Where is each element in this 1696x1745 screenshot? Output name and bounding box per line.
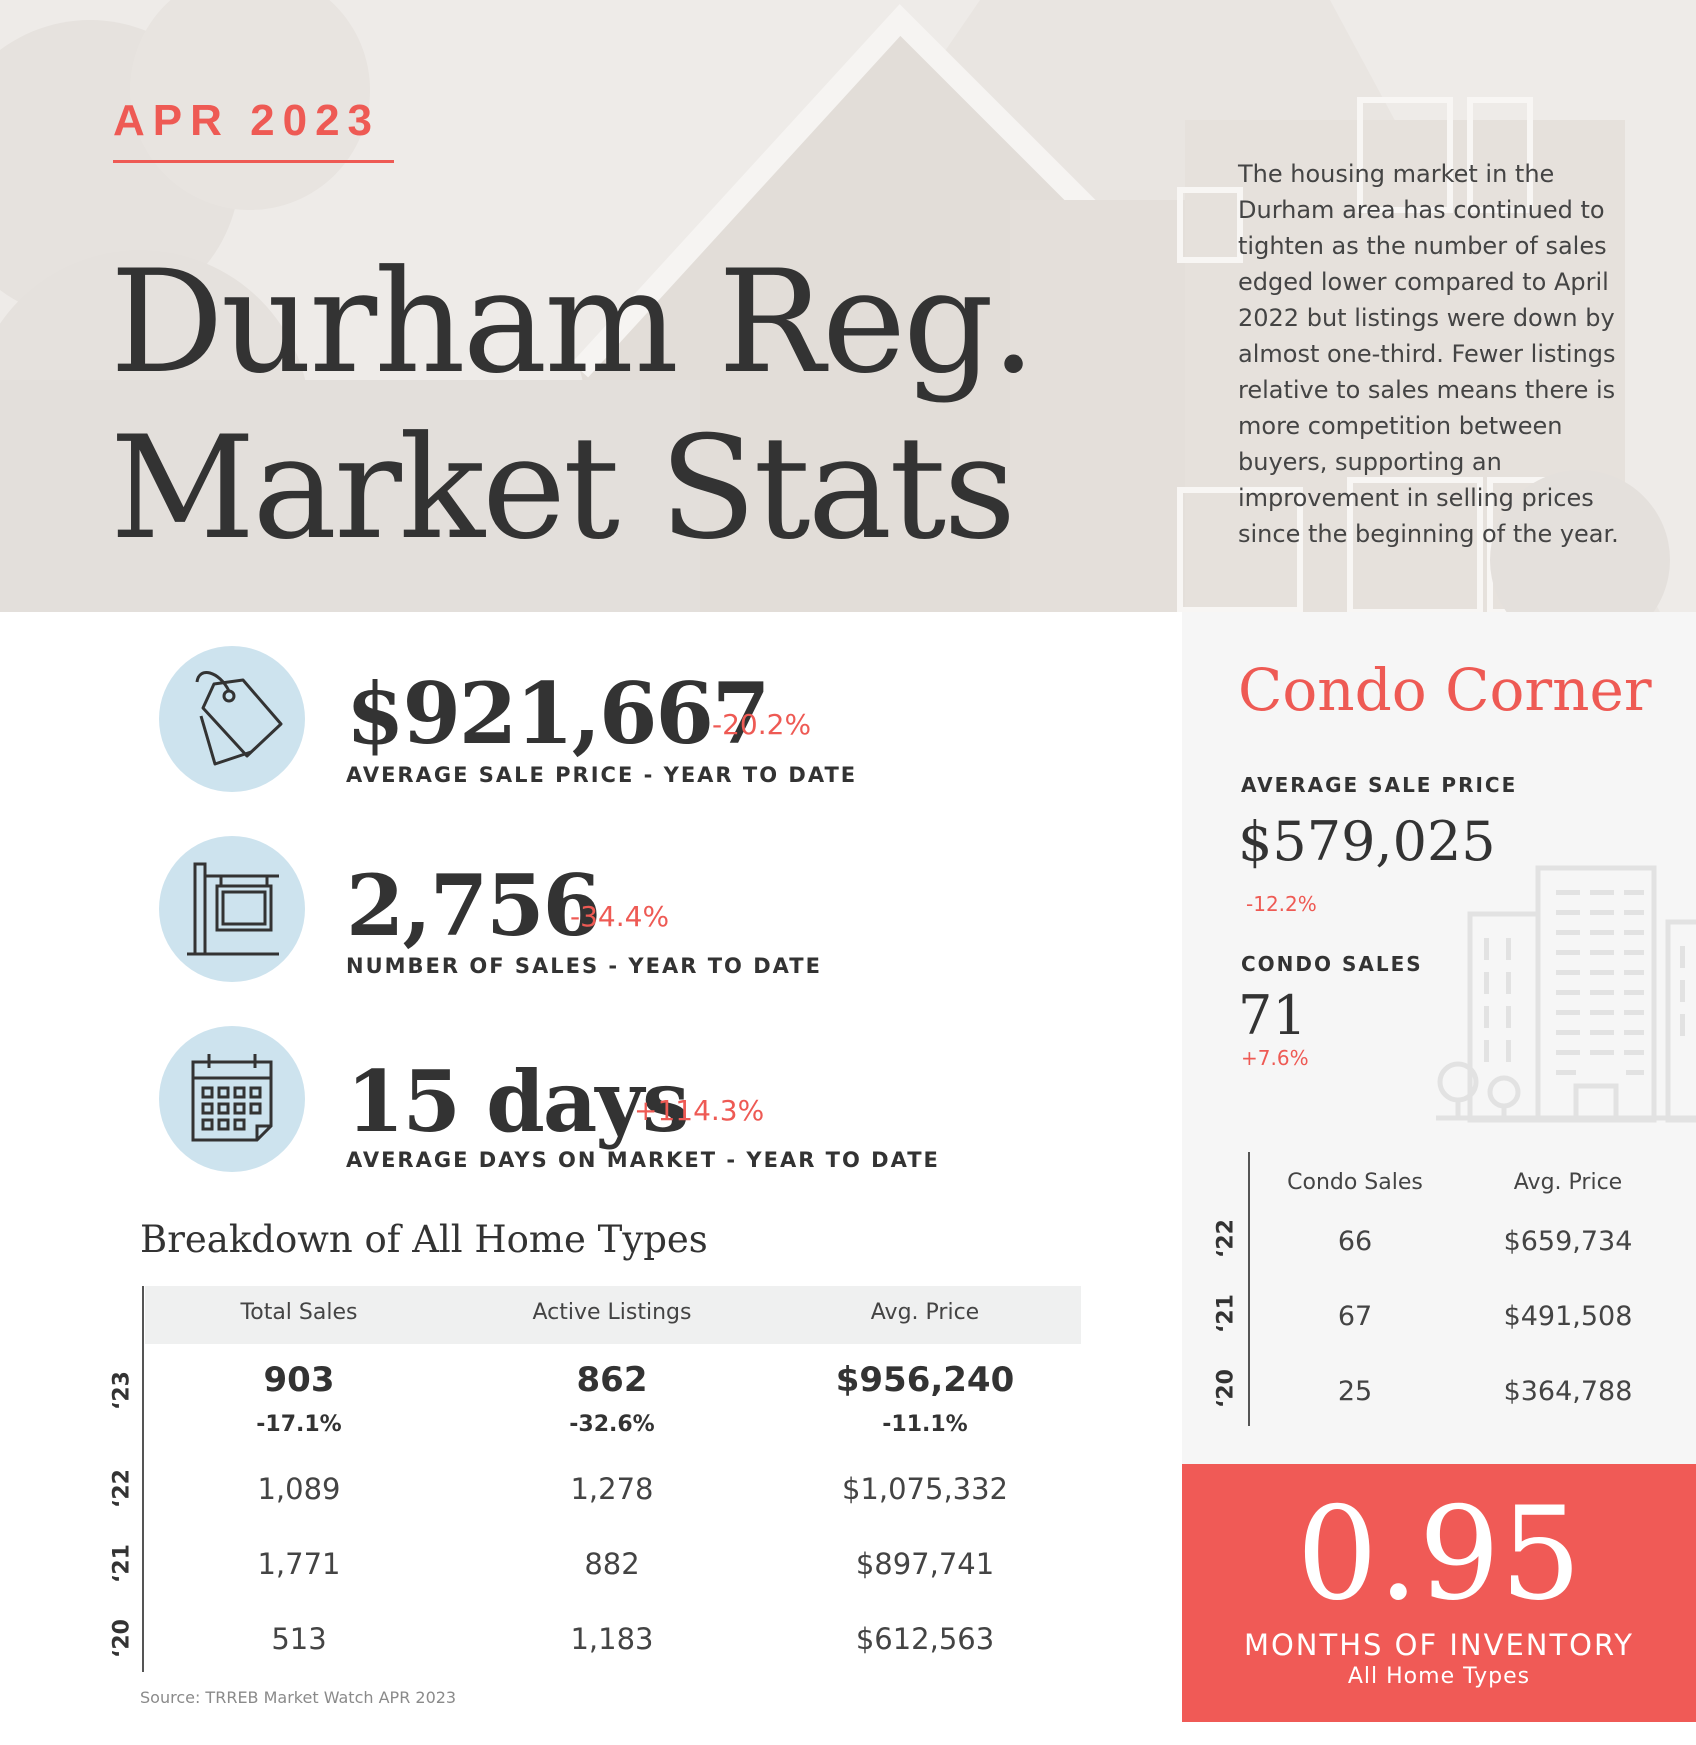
source-note: Source: TRREB Market Watch APR 2023 (140, 1688, 457, 1707)
table-header-row (145, 1286, 1081, 1344)
cell-2023-total-sales: 903 (263, 1360, 335, 1400)
calendar-icon (159, 1026, 305, 1172)
column-header-avg-price: Avg. Price (870, 1300, 980, 1325)
condo-building-icon (1436, 865, 1696, 1123)
condo-sales-value: 71 (1238, 984, 1307, 1047)
stat-change-days-on-market: +114.3% (634, 1094, 765, 1127)
cell-2023-active-listings-change: -32.6% (569, 1412, 655, 1437)
condo-cell-2020-avg-price: $364,788 (1503, 1376, 1633, 1407)
condo-cell-2022-sales: 66 (1337, 1226, 1373, 1257)
inventory-sublabel: All Home Types (1347, 1664, 1531, 1689)
month-underline (113, 160, 394, 163)
condo-cell-2022-avg-price: $659,734 (1503, 1226, 1633, 1257)
row-year-2022: ‘22 (109, 1469, 135, 1508)
months-of-inventory-box (1182, 1464, 1696, 1722)
row-year-2021: ‘21 (109, 1544, 135, 1583)
cell-2022-total-sales: 1,089 (257, 1472, 341, 1506)
column-header-total-sales: Total Sales (240, 1300, 358, 1325)
cell-2021-total-sales: 1,771 (257, 1547, 341, 1581)
hero-banner (0, 0, 1696, 612)
page-title: Durham Reg. Market Stats (110, 240, 1110, 572)
stat-label-days-on-market: AVERAGE DAYS ON MARKET - YEAR TO DATE (346, 1148, 940, 1172)
cell-2023-avg-price-change: -11.1% (882, 1412, 968, 1437)
stat-label-num-sales: NUMBER OF SALES - YEAR TO DATE (346, 954, 822, 978)
price-tag-icon (159, 646, 305, 792)
breakdown-title: Breakdown of All Home Types (140, 1218, 708, 1261)
cell-2020-active-listings: 1,183 (570, 1622, 654, 1656)
house-background-image (0, 0, 1696, 612)
title-line-2: Market Stats (110, 406, 1016, 571)
intro-paragraph: The housing market in the Durham area ha… (1238, 160, 1619, 548)
cell-2023-total-sales-change: -17.1% (256, 1412, 342, 1437)
condo-avg-price-value: $579,025 (1238, 810, 1496, 873)
condo-corner-panel (1182, 612, 1696, 1464)
inventory-value: 0.95 (1296, 1480, 1582, 1629)
cell-2021-active-listings: 882 (584, 1547, 640, 1581)
stat-value-days-on-market: 15 days (346, 1052, 689, 1151)
condo-sales-change: +7.6% (1241, 1046, 1309, 1070)
condo-column-header-avg-price: Avg. Price (1513, 1170, 1623, 1195)
cell-2023-avg-price: $956,240 (835, 1360, 1015, 1400)
condo-cell-2021-avg-price: $491,508 (1503, 1301, 1633, 1332)
cell-2022-active-listings: 1,278 (570, 1472, 654, 1506)
condo-cell-2021-sales: 67 (1337, 1301, 1373, 1332)
condo-column-header-sales: Condo Sales (1287, 1170, 1423, 1195)
stat-change-num-sales: -34.4% (570, 900, 670, 933)
condo-row-year-2020: ‘20 (1213, 1369, 1239, 1408)
stat-label-avg-price: AVERAGE SALE PRICE - YEAR TO DATE (346, 763, 858, 787)
inventory-label: MONTHS OF INVENTORY (1243, 1628, 1635, 1662)
report-month: APR 2023 (113, 96, 381, 145)
cell-2023-active-listings: 862 (576, 1360, 648, 1400)
cell-2022-avg-price: $1,075,332 (841, 1472, 1009, 1506)
row-year-2020: ‘20 (109, 1619, 135, 1658)
stat-value-num-sales: 2,756 (346, 856, 601, 955)
condo-corner-title: Condo Corner (1238, 656, 1652, 724)
condo-sales-label: CONDO SALES (1241, 952, 1423, 976)
column-header-active-listings: Active Listings (532, 1300, 692, 1325)
condo-row-year-2021: ‘21 (1213, 1294, 1239, 1333)
condo-avg-price-label: AVERAGE SALE PRICE (1241, 773, 1518, 797)
cell-2021-avg-price: $897,741 (855, 1547, 995, 1581)
cell-2020-total-sales: 513 (271, 1622, 327, 1656)
sale-sign-icon (159, 836, 305, 982)
cell-2020-avg-price: $612,563 (855, 1622, 995, 1656)
condo-cell-2020-sales: 25 (1337, 1376, 1373, 1407)
condo-row-year-2022: ‘22 (1213, 1219, 1239, 1258)
stat-change-avg-price: -20.2% (712, 708, 812, 741)
table-year-axis-line (142, 1286, 144, 1672)
row-year-2023: ‘23 (109, 1371, 135, 1410)
stat-value-avg-price: $921,667 (346, 664, 770, 763)
condo-avg-price-change: -12.2% (1246, 892, 1317, 916)
condo-table-year-axis-line (1248, 1152, 1250, 1426)
title-line-1: Durham Reg. (110, 240, 1036, 405)
